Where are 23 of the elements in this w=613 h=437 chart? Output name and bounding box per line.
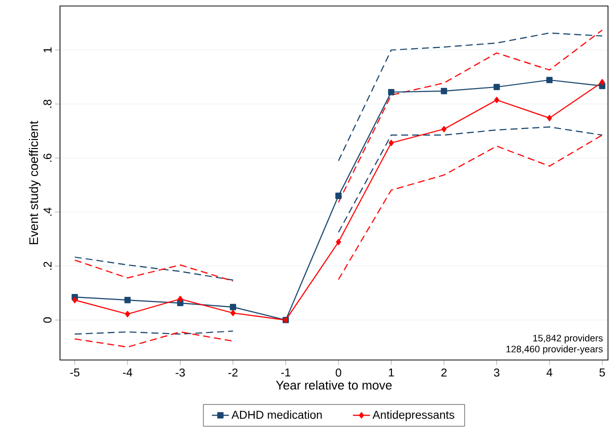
y-tick-label: .8 bbox=[43, 100, 52, 108]
annotation: 128,460 provider-years bbox=[506, 345, 603, 354]
x-tick-label: -3 bbox=[176, 368, 185, 377]
x-tick-label: -4 bbox=[122, 368, 132, 376]
y-tick-label: .4 bbox=[44, 208, 52, 216]
x-tick-label: 0 bbox=[336, 368, 342, 377]
annotation: 15,842 providers bbox=[533, 334, 603, 344]
x-axis-title: Year relative to move bbox=[276, 380, 392, 390]
x-tick-label: 1 bbox=[388, 368, 394, 376]
legend-label: Antidepressants bbox=[372, 410, 454, 422]
y-tick-label: .6 bbox=[43, 154, 52, 162]
x-tick-label: 3 bbox=[494, 368, 500, 377]
x-tick-label: 5 bbox=[599, 368, 605, 376]
y-axis-title: Event study coefficient bbox=[28, 120, 41, 244]
x-tick-label: -1 bbox=[281, 368, 290, 376]
x-tick-label: -5 bbox=[70, 368, 80, 376]
legend-label: ADHD medication bbox=[231, 410, 322, 419]
x-tick-label: 4 bbox=[546, 368, 552, 376]
x-tick-label: -2 bbox=[228, 368, 238, 376]
x-tick-label: 2 bbox=[441, 368, 447, 376]
y-tick-label: 0 bbox=[43, 317, 52, 323]
y-tick-label: 1 bbox=[44, 47, 52, 52]
y-tick-label: .2 bbox=[44, 262, 52, 270]
